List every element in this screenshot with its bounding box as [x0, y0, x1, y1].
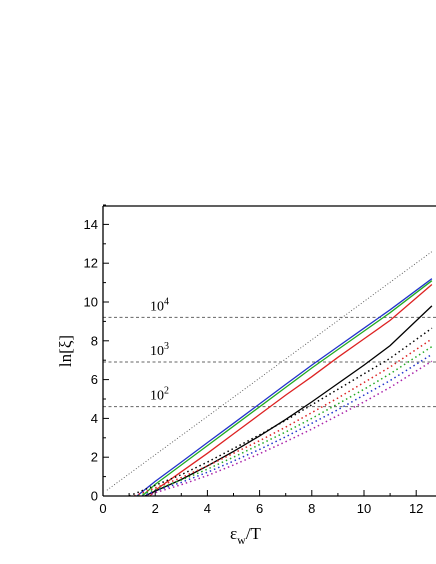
y-tick-label: 6 [91, 372, 98, 387]
series-line [141, 353, 433, 496]
x-tick-label: 0 [99, 501, 106, 516]
reference-label: 103 [150, 341, 169, 359]
series-line [128, 327, 433, 496]
y-tick-label: 4 [91, 411, 98, 426]
y-tick-label: 14 [84, 217, 98, 232]
series-line [136, 278, 433, 496]
y-tick-label: 10 [84, 295, 98, 310]
y-tick-label: 0 [91, 489, 98, 504]
x-axis-title: εw/T [230, 524, 262, 547]
y-tick-label: 12 [84, 256, 98, 271]
y-tick-label: 2 [91, 450, 98, 465]
x-tick-label: 4 [204, 501, 211, 516]
x-tick-label: 10 [357, 501, 371, 516]
series-line [134, 338, 433, 496]
x-axis-title-tail: /T [246, 524, 262, 543]
x-tick-label: 6 [256, 501, 263, 516]
reference-labels: 104 103 102 [150, 296, 169, 403]
series-layer [106, 251, 433, 496]
y-tick-label: 8 [91, 333, 98, 348]
x-axis-title-main: ε [230, 524, 237, 543]
y-ticks: 0 2 4 6 8 10 12 14 [84, 204, 109, 504]
series-line [106, 251, 433, 491]
x-axis-title-sub: w [237, 533, 246, 547]
reference-label: 104 [150, 296, 169, 314]
x-tick-label: 2 [152, 501, 159, 516]
y-axis-title: ln[ξ] [56, 335, 75, 367]
series-line [141, 280, 433, 496]
series-line [149, 284, 433, 496]
reference-label: 102 [150, 386, 169, 404]
x-tick-label: 12 [409, 501, 423, 516]
series-line [137, 345, 433, 496]
x-ticks: 0 2 4 6 8 10 12 [99, 490, 423, 516]
x-tick-label: 8 [308, 501, 315, 516]
